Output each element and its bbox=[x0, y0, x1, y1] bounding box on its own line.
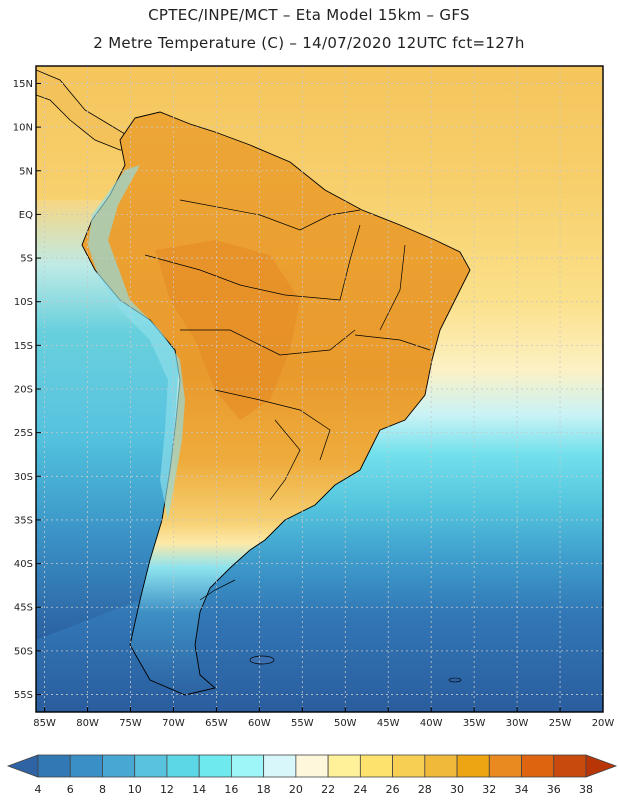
longitude-tick-label: 60W bbox=[248, 718, 271, 729]
colorbar-swatch bbox=[263, 754, 297, 778]
colorbar-swatch bbox=[488, 754, 522, 778]
colorbar-label: 28 bbox=[418, 783, 432, 796]
latitude-axis: 15N 10N 5N EQ 5S 10S 15S 20S 25S 30S 35S 40S 45S 50S 5… bbox=[13, 79, 41, 701]
colorbar-low-arrow bbox=[6, 754, 39, 778]
colorbar-high-arrow bbox=[585, 754, 618, 778]
colorbar-swatch bbox=[521, 754, 555, 778]
colorbar-label: 14 bbox=[192, 783, 206, 796]
latitude-tick-label: 45S bbox=[14, 603, 33, 614]
longitude-tick-label: 75W bbox=[119, 718, 142, 729]
colorbar-swatch bbox=[553, 754, 587, 778]
latitude-tick-label: 35S bbox=[14, 515, 33, 526]
country-borders bbox=[144, 199, 431, 601]
latitude-tick-label: 10N bbox=[13, 123, 33, 134]
colorbar-swatch bbox=[392, 754, 426, 778]
longitude-tick-label: 35W bbox=[463, 718, 486, 729]
colorbar-swatch bbox=[69, 754, 103, 778]
falkland-islands bbox=[249, 655, 275, 665]
longitude-tick-label: 30W bbox=[506, 718, 529, 729]
longitude-tick-label: 65W bbox=[205, 718, 228, 729]
latitude-tick-label: 55S bbox=[14, 690, 33, 701]
longitude-tick-label: 70W bbox=[162, 718, 185, 729]
latitude-tick-label: 5N bbox=[19, 166, 33, 177]
south-georgia bbox=[448, 677, 462, 683]
colorbar-label: 12 bbox=[160, 783, 174, 796]
colorbar-swatch bbox=[166, 754, 200, 778]
latitude-tick-label: 10S bbox=[14, 297, 33, 308]
colorbar-label: 10 bbox=[128, 783, 142, 796]
colorbar-label: 30 bbox=[450, 783, 464, 796]
colorbar-swatch bbox=[134, 754, 168, 778]
colorbar-label: 38 bbox=[579, 783, 593, 796]
longitude-tick-label: 80W bbox=[76, 718, 99, 729]
colorbar-label: 6 bbox=[67, 783, 74, 796]
latitude-tick-label: 5S bbox=[20, 254, 33, 265]
map-title-line-2: 2 Metre Temperature (C) – 14/07/2020 12U… bbox=[93, 34, 525, 52]
map-title-line-1: CPTEC/INPE/MCT – Eta Model 15km – GFS bbox=[148, 6, 470, 24]
latitude-tick-label: 20S bbox=[14, 385, 33, 396]
colorbar-swatch bbox=[295, 754, 329, 778]
colorbar-label: 36 bbox=[547, 783, 561, 796]
latitude-tick-label: 15N bbox=[13, 79, 33, 90]
longitude-tick-label: 85W bbox=[33, 718, 56, 729]
colorbar-label: 34 bbox=[515, 783, 529, 796]
colorbar-label: 22 bbox=[321, 783, 335, 796]
colorbar-swatch bbox=[37, 754, 71, 778]
longitude-tick-label: 20W bbox=[592, 718, 615, 729]
colorbar-label: 20 bbox=[289, 783, 303, 796]
colorbar-swatch bbox=[424, 754, 458, 778]
colorbar-label: 32 bbox=[482, 783, 496, 796]
andes-cool-strip bbox=[88, 165, 185, 520]
longitude-tick-label: 45W bbox=[377, 718, 400, 729]
colorbar-label: 26 bbox=[386, 783, 400, 796]
colorbar-label: 24 bbox=[353, 783, 367, 796]
colorbar-swatch bbox=[102, 754, 136, 778]
longitude-tick-label: 50W bbox=[334, 718, 357, 729]
colorbar-label: 16 bbox=[224, 783, 238, 796]
longitude-tick-label: 55W bbox=[291, 718, 314, 729]
latitude-tick-label: 15S bbox=[14, 341, 33, 352]
colorbar-swatch bbox=[359, 754, 393, 778]
colorbar-label: 18 bbox=[257, 783, 271, 796]
map-area bbox=[36, 66, 603, 712]
latitude-tick-label: 25S bbox=[14, 428, 33, 439]
longitude-axis: 85W 80W 75W 70W 65W 60W 55W 50W 45W 40W 35W 30W 25W 2… bbox=[33, 707, 614, 729]
latitude-tick-label: 50S bbox=[14, 646, 33, 657]
longitude-tick-label: 40W bbox=[420, 718, 443, 729]
latitude-tick-label: 30S bbox=[14, 472, 33, 483]
colorbar-label: 4 bbox=[35, 783, 42, 796]
latitude-tick-label: 40S bbox=[14, 559, 33, 570]
temperature-colorbar: 4 6 8 10 12 14 16 18 20 22 24 26 28 30 32 34 36 38 bbox=[6, 754, 618, 796]
colorbar-swatch bbox=[231, 754, 265, 778]
colorbar-label: 8 bbox=[99, 783, 106, 796]
latitude-tick-label: EQ bbox=[19, 210, 33, 221]
longitude-tick-label: 25W bbox=[549, 718, 572, 729]
colorbar-swatch bbox=[327, 754, 361, 778]
colorbar-swatch bbox=[456, 754, 490, 778]
colorbar-swatch bbox=[198, 754, 232, 778]
